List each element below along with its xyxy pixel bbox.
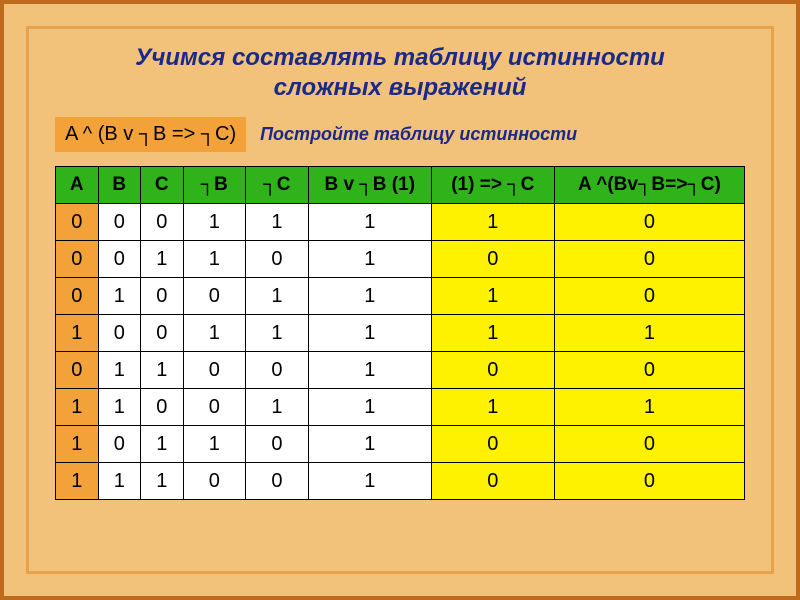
table-cell: 1: [308, 278, 431, 315]
table-cell: 1: [183, 426, 246, 463]
table-cell: 0: [141, 278, 184, 315]
title-line-1: Учимся составлять таблицу истинности: [135, 44, 665, 71]
table-cell: 0: [56, 352, 99, 389]
table-cell: 1: [554, 389, 744, 426]
table-cell: 1: [141, 352, 184, 389]
expression-chip: A ^ (B v ┐B => ┐C): [55, 117, 246, 152]
table-cell: 1: [98, 389, 141, 426]
table-cell: 1: [431, 278, 554, 315]
table-row: 11100100: [56, 463, 745, 500]
table-cell: 1: [98, 463, 141, 500]
table-cell: 0: [183, 278, 246, 315]
table-cell: 1: [554, 315, 744, 352]
table-cell: 1: [141, 463, 184, 500]
table-cell: 0: [554, 426, 744, 463]
table-cell: 0: [141, 315, 184, 352]
table-cell: 1: [246, 278, 309, 315]
table-cell: 0: [98, 426, 141, 463]
table-cell: 1: [98, 352, 141, 389]
table-cell: 1: [183, 204, 246, 241]
table-cell: 1: [308, 426, 431, 463]
table-row: 11001111: [56, 389, 745, 426]
table-cell: 1: [246, 204, 309, 241]
table-cell: 0: [183, 389, 246, 426]
truth-table: A B C ┐B ┐C B v ┐B (1) (1) => ┐C A ^(Bv┐…: [55, 166, 745, 500]
table-cell: 0: [554, 241, 744, 278]
table-cell: 0: [431, 241, 554, 278]
table-cell: 1: [183, 315, 246, 352]
table-cell: 0: [554, 352, 744, 389]
inner-frame: Учимся составлять таблицу истинности сло…: [26, 26, 774, 574]
expression-row: A ^ (B v ┐B => ┐C) Постройте таблицу ист…: [55, 117, 745, 152]
table-row: 01100100: [56, 352, 745, 389]
table-cell: 0: [431, 426, 554, 463]
table-cell: 1: [246, 315, 309, 352]
table-cell: 1: [431, 389, 554, 426]
table-cell: 1: [308, 463, 431, 500]
col-header-imp: (1) => ┐C: [431, 167, 554, 204]
table-row: 10011111: [56, 315, 745, 352]
table-cell: 0: [56, 241, 99, 278]
table-cell: 1: [308, 204, 431, 241]
instruction-text: Постройте таблицу истинности: [260, 124, 577, 145]
col-header-b: B: [98, 167, 141, 204]
table-cell: 0: [431, 463, 554, 500]
table-cell: 0: [141, 389, 184, 426]
table-cell: 0: [246, 241, 309, 278]
table-cell: 1: [308, 241, 431, 278]
table-cell: 1: [98, 278, 141, 315]
col-header-not-b: ┐B: [183, 167, 246, 204]
col-header-a: A: [56, 167, 99, 204]
table-cell: 1: [308, 352, 431, 389]
col-header-bvnb: B v ┐B (1): [308, 167, 431, 204]
table-cell: 1: [56, 389, 99, 426]
table-cell: 0: [554, 204, 744, 241]
table-cell: 1: [56, 315, 99, 352]
table-cell: 1: [308, 315, 431, 352]
table-header-row: A B C ┐B ┐C B v ┐B (1) (1) => ┐C A ^(Bv┐…: [56, 167, 745, 204]
table-cell: 0: [141, 204, 184, 241]
col-header-not-c: ┐C: [246, 167, 309, 204]
table-row: 10110100: [56, 426, 745, 463]
table-cell: 0: [246, 426, 309, 463]
table-cell: 1: [56, 463, 99, 500]
table-cell: 1: [246, 389, 309, 426]
table-cell: 1: [141, 241, 184, 278]
table-cell: 0: [183, 352, 246, 389]
table-cell: 0: [98, 315, 141, 352]
table-cell: 1: [431, 204, 554, 241]
table-cell: 0: [431, 352, 554, 389]
table-cell: 0: [98, 241, 141, 278]
col-header-final: A ^(Bv┐B=>┐C): [554, 167, 744, 204]
table-cell: 0: [56, 278, 99, 315]
table-cell: 1: [141, 426, 184, 463]
col-header-c: C: [141, 167, 184, 204]
table-cell: 1: [431, 315, 554, 352]
table-cell: 1: [308, 389, 431, 426]
table-row: 00110100: [56, 241, 745, 278]
table-cell: 0: [56, 204, 99, 241]
table-row: 00011110: [56, 204, 745, 241]
table-body: 0001111000110100010011101001111101100100…: [56, 204, 745, 500]
table-cell: 1: [183, 241, 246, 278]
table-row: 01001110: [56, 278, 745, 315]
table-cell: 0: [246, 352, 309, 389]
table-cell: 0: [554, 463, 744, 500]
page-title: Учимся составлять таблицу истинности сло…: [55, 43, 745, 103]
table-cell: 0: [98, 204, 141, 241]
outer-frame: Учимся составлять таблицу истинности сло…: [0, 0, 800, 600]
table-cell: 1: [56, 426, 99, 463]
table-cell: 0: [246, 463, 309, 500]
table-cell: 0: [183, 463, 246, 500]
table-cell: 0: [554, 278, 744, 315]
title-line-2: сложных выражений: [274, 74, 527, 101]
